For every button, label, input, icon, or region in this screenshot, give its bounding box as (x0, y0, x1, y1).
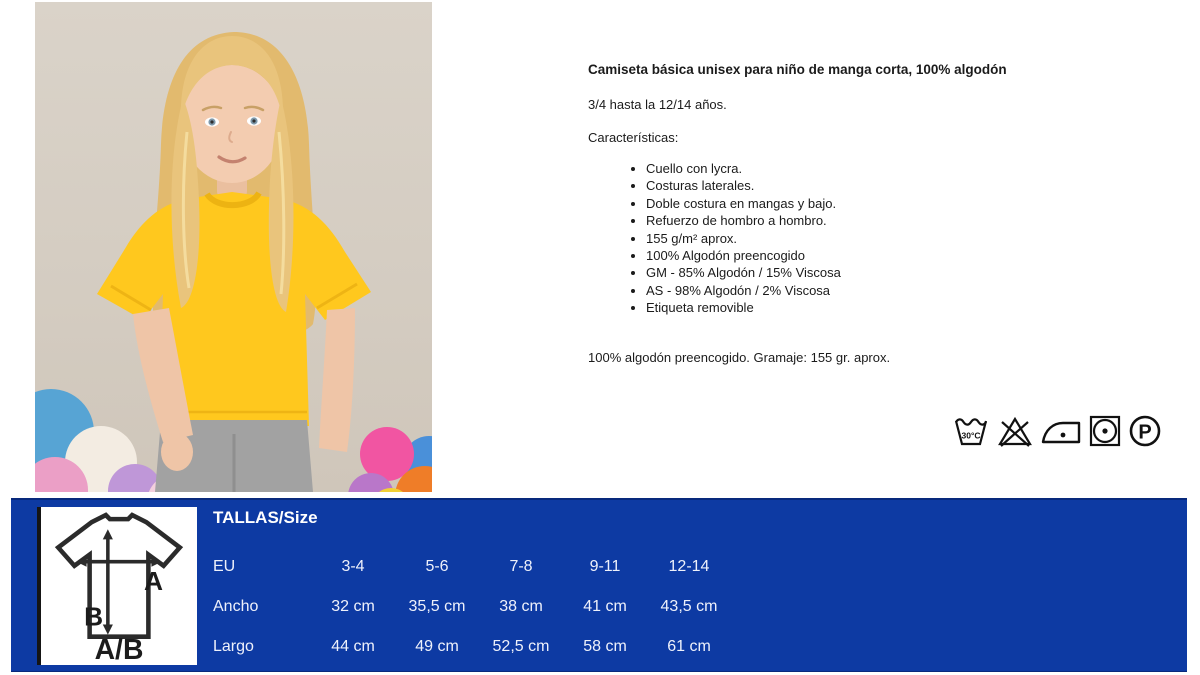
feature-item: GM - 85% Algodón / 15% Viscosa (646, 264, 1180, 281)
feature-item: Refuerzo de hombro a hombro. (646, 212, 1180, 229)
table-cell: 49 cm (415, 638, 459, 655)
svg-text:30°C: 30°C (962, 431, 981, 441)
table-cell: 58 cm (583, 638, 627, 655)
care-symbols-row: 30°C P (952, 414, 1162, 448)
product-photo (35, 2, 432, 492)
row-label: Ancho (213, 598, 259, 615)
feature-item: Etiqueta removible (646, 299, 1180, 316)
table-cell: 38 cm (499, 598, 543, 615)
table-cell: 3-4 (341, 558, 365, 575)
wash-30c-icon: 30°C (954, 418, 988, 446)
age-range: 3/4 hasta la 12/14 años. (588, 97, 727, 112)
size-diagram-box: A B A/B (37, 507, 197, 666)
product-title: Camiseta básica unisex para niño de mang… (588, 62, 1007, 77)
dry-clean-p-icon: P (1129, 415, 1161, 447)
diagram-ratio-label: A/B (95, 634, 144, 661)
table-row-eu: EU 3-4 5-6 7-8 9-11 12-14 (213, 547, 731, 587)
diagram-length-label: B (84, 602, 103, 632)
table-cell: 61 cm (667, 638, 711, 655)
size-table-title: TALLAS/Size (213, 508, 318, 527)
girl-in-yellow-tshirt-photo (35, 2, 432, 492)
table-cell: 41 cm (583, 598, 627, 615)
table-row-ancho: Ancho 32 cm 35,5 cm 38 cm 41 cm 43,5 cm (213, 587, 731, 627)
feature-item: Doble costura en mangas y bajo. (646, 195, 1180, 212)
iron-one-dot-icon (1041, 421, 1081, 444)
do-not-bleach-icon (998, 416, 1032, 447)
table-cell: 32 cm (331, 598, 375, 615)
table-cell: 7-8 (509, 558, 533, 575)
feature-item: AS - 98% Algodón / 2% Viscosa (646, 282, 1180, 299)
balloons-right (348, 427, 432, 492)
product-description: Camiseta básica unisex para niño de mang… (588, 62, 1180, 365)
size-table: EU 3-4 5-6 7-8 9-11 12-14 Ancho 32 cm 35… (213, 547, 731, 667)
tshirt-measure-diagram: A B A/B (54, 512, 184, 666)
table-cell: 9-11 (589, 558, 621, 575)
svg-text:P: P (1138, 422, 1151, 444)
tumble-dry-one-dot-icon (1089, 415, 1121, 447)
table-row-largo: Largo 44 cm 49 cm 52,5 cm 58 cm 61 cm (213, 627, 731, 667)
diagram-width-label: A (144, 566, 163, 596)
features-heading: Características: (588, 130, 679, 145)
table-cell: 5-6 (425, 558, 449, 575)
size-table-band: A B A/B TALLAS/Size EU 3-4 5-6 7-8 9-11 … (11, 498, 1187, 672)
table-cell: 43,5 cm (660, 598, 718, 615)
table-cell: 44 cm (331, 638, 375, 655)
features-list: Cuello con lycra. Costuras laterales. Do… (588, 160, 1180, 317)
table-cell: 12-14 (668, 558, 710, 575)
fabric-note: 100% algodón preencogido. Gramaje: 155 g… (588, 349, 891, 365)
feature-item: 100% Algodón preencogido (646, 247, 1180, 264)
feature-item: Cuello con lycra. (646, 160, 1180, 177)
row-label: EU (213, 558, 236, 575)
feature-item: 155 g/m² aprox. (646, 230, 1180, 247)
table-cell: 35,5 cm (408, 598, 466, 615)
feature-item: Costuras laterales. (646, 177, 1180, 194)
table-cell: 52,5 cm (492, 638, 550, 655)
row-label: Largo (213, 638, 254, 655)
